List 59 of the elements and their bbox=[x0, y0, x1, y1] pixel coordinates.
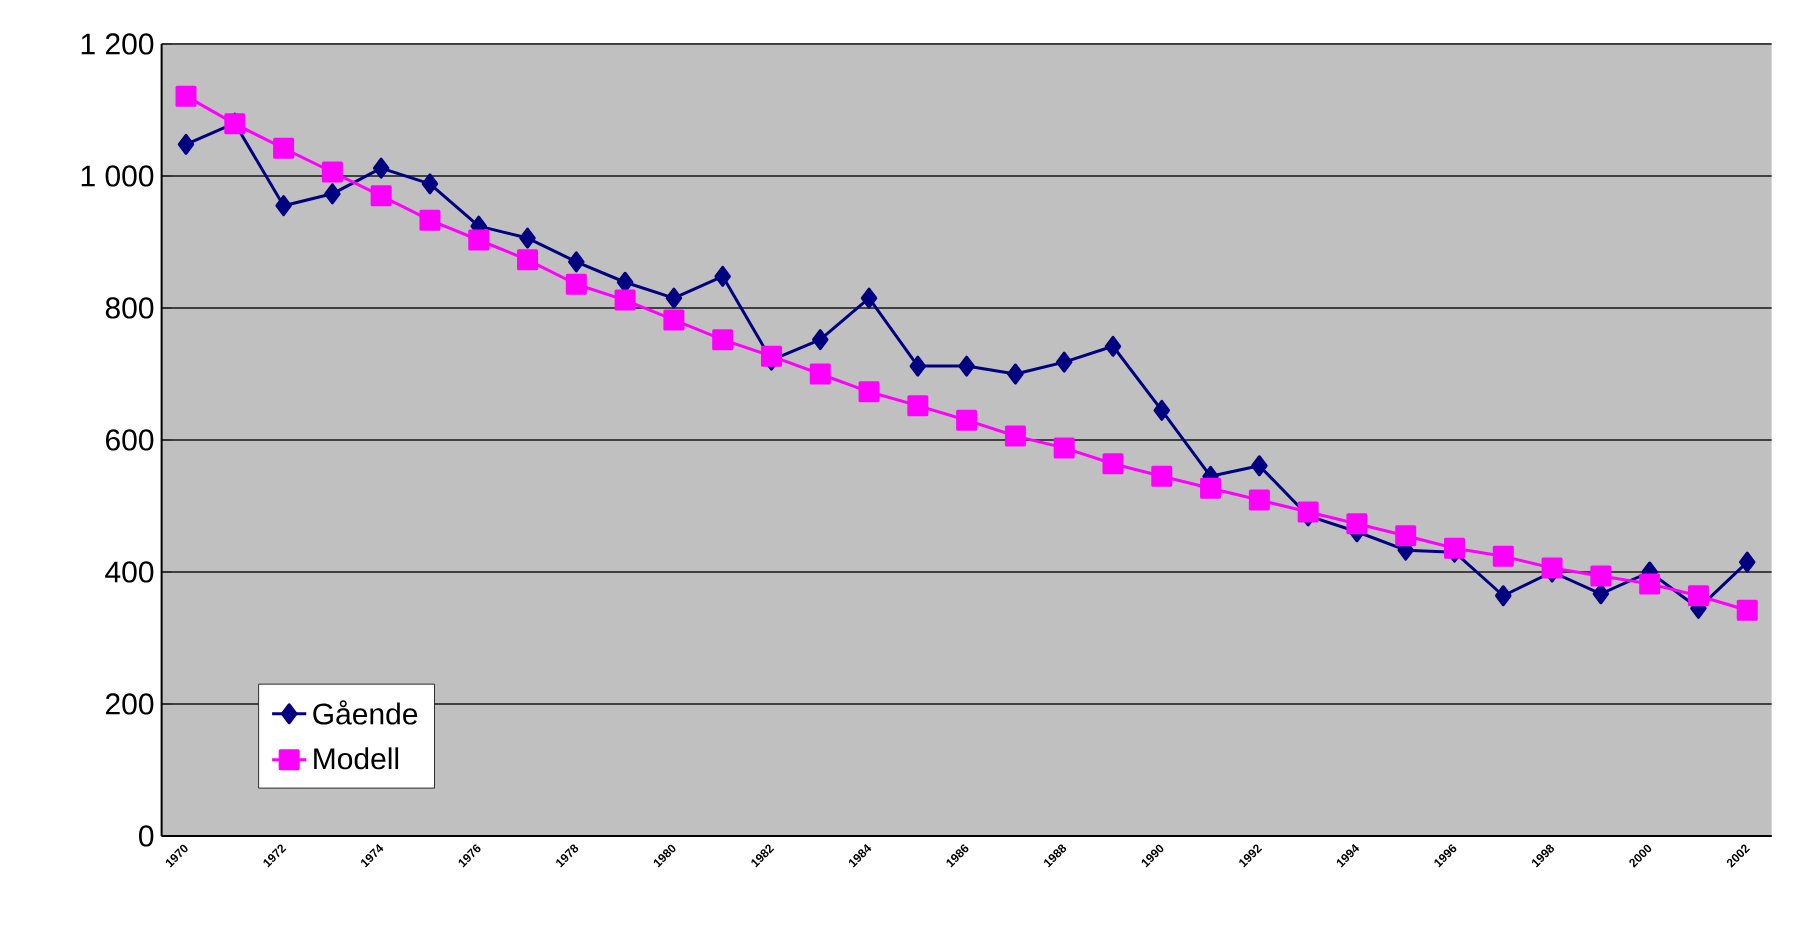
point bbox=[519, 227, 536, 249]
point bbox=[1053, 437, 1075, 459]
point bbox=[1251, 455, 1268, 477]
point bbox=[175, 85, 197, 107]
point bbox=[1687, 585, 1709, 607]
point bbox=[1153, 399, 1171, 421]
point bbox=[421, 173, 439, 195]
point bbox=[1055, 351, 1073, 373]
point bbox=[1639, 573, 1661, 595]
point bbox=[1738, 551, 1756, 573]
point bbox=[468, 229, 490, 251]
point bbox=[1007, 363, 1024, 385]
legend-label: Gående bbox=[313, 700, 418, 725]
point bbox=[1102, 453, 1124, 475]
point bbox=[565, 273, 587, 295]
point bbox=[809, 363, 831, 385]
point bbox=[614, 289, 636, 311]
point bbox=[370, 185, 392, 207]
y-tick-label: 400 bbox=[105, 561, 154, 583]
legend-label: Modell bbox=[314, 747, 399, 770]
point bbox=[956, 409, 978, 431]
point bbox=[1200, 477, 1222, 499]
point bbox=[321, 161, 343, 183]
point bbox=[1492, 545, 1514, 567]
point bbox=[714, 265, 731, 287]
point bbox=[517, 249, 539, 271]
y-tick-label: 600 bbox=[106, 429, 154, 451]
point bbox=[568, 251, 585, 273]
point bbox=[663, 309, 685, 331]
point bbox=[1395, 525, 1417, 547]
y-tick-label: 1 000 bbox=[81, 165, 154, 187]
point bbox=[712, 329, 734, 351]
point bbox=[1592, 583, 1610, 605]
y-tick-label: 200 bbox=[106, 693, 154, 715]
point bbox=[324, 183, 341, 205]
point bbox=[1736, 599, 1758, 621]
point bbox=[958, 355, 975, 377]
point bbox=[665, 287, 683, 309]
point bbox=[419, 209, 441, 231]
point bbox=[860, 287, 878, 309]
y-tick-label: 1 200 bbox=[81, 33, 154, 55]
point bbox=[1151, 465, 1173, 487]
y-tick-label: 0 bbox=[139, 825, 154, 847]
point bbox=[812, 329, 829, 351]
point bbox=[907, 395, 929, 417]
point bbox=[1346, 513, 1368, 535]
y-tick-label: 800 bbox=[105, 297, 154, 319]
point bbox=[1590, 565, 1612, 587]
point bbox=[1495, 585, 1512, 607]
point bbox=[273, 137, 295, 159]
point bbox=[858, 381, 880, 403]
point bbox=[372, 157, 390, 179]
point bbox=[1104, 335, 1122, 357]
point bbox=[1004, 425, 1026, 447]
point bbox=[1248, 489, 1270, 511]
point bbox=[909, 355, 927, 377]
point bbox=[275, 195, 292, 217]
point bbox=[616, 271, 634, 293]
point bbox=[177, 133, 195, 155]
